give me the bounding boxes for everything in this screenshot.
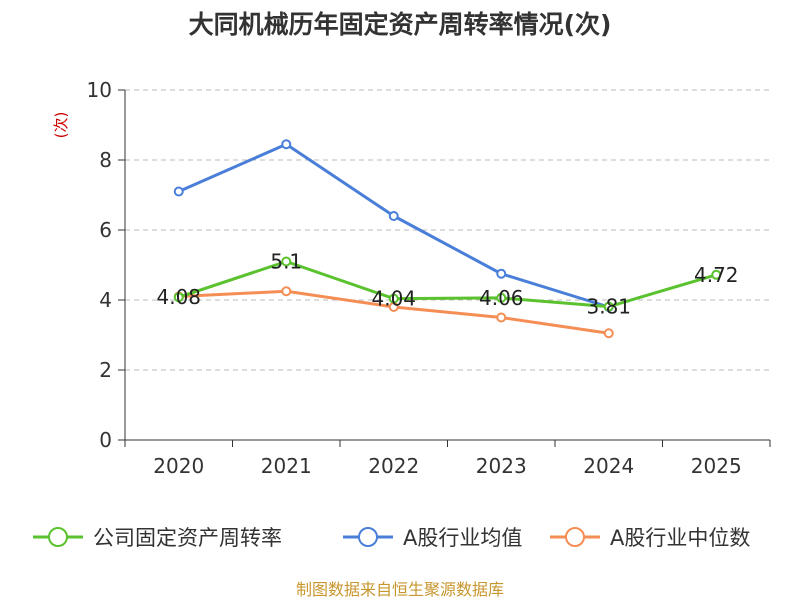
data-point xyxy=(496,268,507,279)
legend-item-1[interactable]: A股行业均值 xyxy=(343,526,522,550)
legend-item-2[interactable]: A股行业中位数 xyxy=(550,526,750,550)
data-point xyxy=(388,211,399,221)
data-point xyxy=(496,292,507,303)
data-point xyxy=(496,312,507,323)
legend-label: 公司固定资产周转率 xyxy=(93,526,282,550)
series-group xyxy=(173,139,722,339)
x-tick-label: 2025 xyxy=(691,454,742,478)
x-tick-label: 2020 xyxy=(153,454,204,478)
x-tick-label: 2024 xyxy=(583,454,634,478)
data-label: 5.1 xyxy=(270,250,302,274)
data-point xyxy=(603,328,614,339)
data-point xyxy=(711,269,722,280)
series-line-1 xyxy=(178,142,610,309)
chart-title: 大同机械历年固定资产周转率情况(次) xyxy=(189,10,612,39)
legend-label: A股行业均值 xyxy=(403,526,522,550)
y-tick-label: 10 xyxy=(87,78,112,102)
legend-marker xyxy=(48,527,68,547)
data-point xyxy=(173,292,184,303)
data-point xyxy=(281,286,292,297)
data-label: 4.06 xyxy=(479,286,524,310)
y-axis-unit: (次) xyxy=(52,112,70,139)
x-tick-label: 2023 xyxy=(476,454,527,478)
data-label: 3.81 xyxy=(586,295,631,319)
legend-marker xyxy=(565,527,585,547)
y-tick-label: 0 xyxy=(99,428,112,452)
data-point xyxy=(603,301,614,312)
data-label: 4.08 xyxy=(156,285,201,309)
axes: 0 2 4 6 8 10 2020 2021 2022 2023 2024 2025 xyxy=(87,78,771,478)
x-tick-label: 2021 xyxy=(261,454,312,478)
data-point xyxy=(388,293,399,304)
y-tick-label: 2 xyxy=(99,358,112,382)
x-tick-label: 2022 xyxy=(368,454,419,478)
legend[interactable]: 公司固定资产周转率 A股行业均值 A股行业中位数 xyxy=(33,526,750,550)
data-point xyxy=(281,256,292,267)
y-tick-label: 6 xyxy=(99,218,112,242)
y-tick-label: 8 xyxy=(99,148,112,172)
data-point xyxy=(173,186,184,197)
data-label: 4.04 xyxy=(371,287,416,311)
legend-item-0[interactable]: 公司固定资产周转率 xyxy=(33,526,282,550)
source-footer: 制图数据来自恒生聚源数据库 xyxy=(296,580,504,599)
legend-label: A股行业中位数 xyxy=(610,526,750,550)
grid-lines xyxy=(125,89,770,371)
data-label: 4.72 xyxy=(694,263,739,287)
data-point xyxy=(281,139,292,150)
legend-marker xyxy=(358,527,378,547)
data-labels: 4.08 5.1 4.04 4.06 3.81 4.72 xyxy=(156,250,738,319)
y-tick-label: 4 xyxy=(99,288,112,312)
series-line-0 xyxy=(178,260,717,309)
